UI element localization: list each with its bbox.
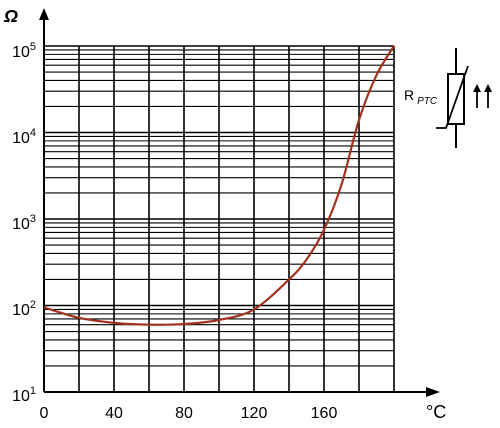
x-tick-160: 160: [311, 405, 338, 422]
x-axis-arrow: [426, 387, 440, 397]
x-tick-labels: 0 40 80 120 160: [40, 405, 338, 422]
y-tick-1e2: 102: [12, 299, 36, 319]
y-tick-1e5: 105: [12, 41, 36, 61]
x-tick-80: 80: [175, 405, 193, 422]
series-layer: [43, 45, 395, 326]
x-tick-0: 0: [40, 405, 49, 422]
y-axis-label: Ω: [3, 6, 18, 26]
y-tick-labels: 101 102 103 104 105: [12, 41, 36, 405]
x-axis-label: °C: [426, 402, 446, 422]
ptc-symbol-label: R PTC: [404, 87, 438, 107]
x-tick-40: 40: [105, 405, 123, 422]
x-tick-120: 120: [241, 405, 268, 422]
y-tick-1e4: 104: [12, 127, 36, 147]
y-axis-arrow: [39, 8, 49, 20]
y-tick-1e1: 101: [12, 385, 36, 405]
y-tick-1e3: 103: [12, 213, 36, 233]
grid: [43, 45, 395, 393]
ptc-thermistor-symbol: R PTC: [404, 48, 492, 148]
series-line-0: [43, 45, 395, 326]
axes: [39, 8, 440, 397]
